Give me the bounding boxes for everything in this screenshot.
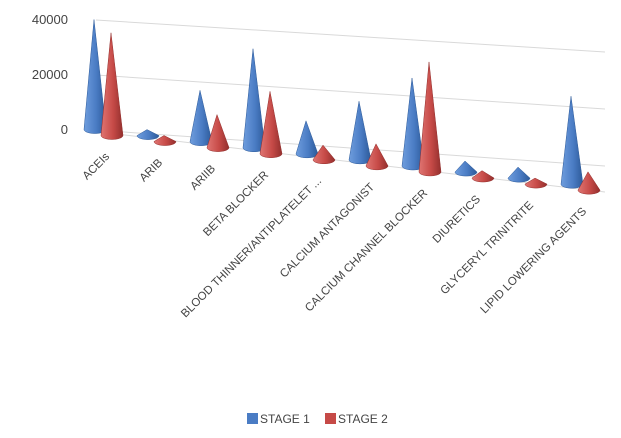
cone-stage-2-diuretics	[471, 170, 495, 183]
cone-stage-1-ariib	[189, 90, 213, 146]
legend: STAGE 1 STAGE 2	[247, 412, 388, 426]
legend-label-stage-2: STAGE 2	[338, 412, 388, 426]
x-tick-label-beta-blocker: BETA BLOCKER	[201, 169, 271, 239]
series-stage-1	[83, 19, 584, 189]
x-tick-label-lipid-lowering-agents: LIPID LOWERING AGENTS	[479, 205, 590, 316]
gridline	[95, 129, 606, 167]
cone-stage-1-calcium-antagonist	[348, 101, 372, 165]
gridlines	[95, 19, 606, 193]
cone-stage-2-arib	[153, 135, 177, 146]
cone-stage-2-blood-thinner-antiplatelet	[312, 144, 336, 164]
x-tick-label-aceis: ACEIs	[81, 151, 113, 183]
plot-area	[83, 19, 601, 195]
cone-stage-1-beta-blocker	[242, 48, 266, 152]
x-tick-label-calcium-antagonist: CALCIUM ANTAGONIST	[278, 181, 377, 280]
y-tick-label: 20000	[32, 67, 68, 82]
series-stage-2	[100, 32, 601, 195]
cone-stage-2-lipid-lowering-agents	[577, 171, 601, 195]
gridline	[95, 19, 606, 53]
y-tick-label: 0	[61, 122, 68, 137]
cone-stage-1-glyceryl-trinitrite	[507, 166, 531, 183]
x-tick-label-arib: ARIB	[138, 157, 166, 185]
cone-stage-2-glyceryl-trinitrite	[524, 177, 548, 189]
cone-stage-2-beta-blocker	[259, 91, 283, 158]
cone-stage-2-calcium-antagonist	[365, 143, 389, 171]
cone-stage-1-arib	[136, 129, 160, 140]
y-tick-label: 40000	[32, 12, 68, 27]
cone-stage-1-blood-thinner-antiplatelet	[295, 120, 319, 159]
legend-label-stage-1: STAGE 1	[260, 412, 310, 426]
legend-swatch-stage-1	[247, 413, 258, 424]
cone-stage-2-aceis	[100, 32, 124, 140]
cone-stage-1-diuretics	[454, 160, 478, 177]
y-axis: 0 20000 40000	[32, 12, 68, 137]
x-tick-label-calcium-channel-blocker: CALCIUM CHANNEL BLOCKER	[303, 187, 430, 314]
cone-stage-2-calcium-channel-blocker	[418, 61, 442, 177]
x-tick-label-diuretics: DIURETICS	[431, 193, 484, 246]
cone-stage-1-lipid-lowering-agents	[560, 96, 584, 189]
gridline	[95, 74, 606, 110]
legend-swatch-stage-2	[325, 413, 336, 424]
x-tick-label-ariib: ARIIB	[188, 163, 218, 193]
cone-stage-2-ariib	[206, 113, 230, 152]
